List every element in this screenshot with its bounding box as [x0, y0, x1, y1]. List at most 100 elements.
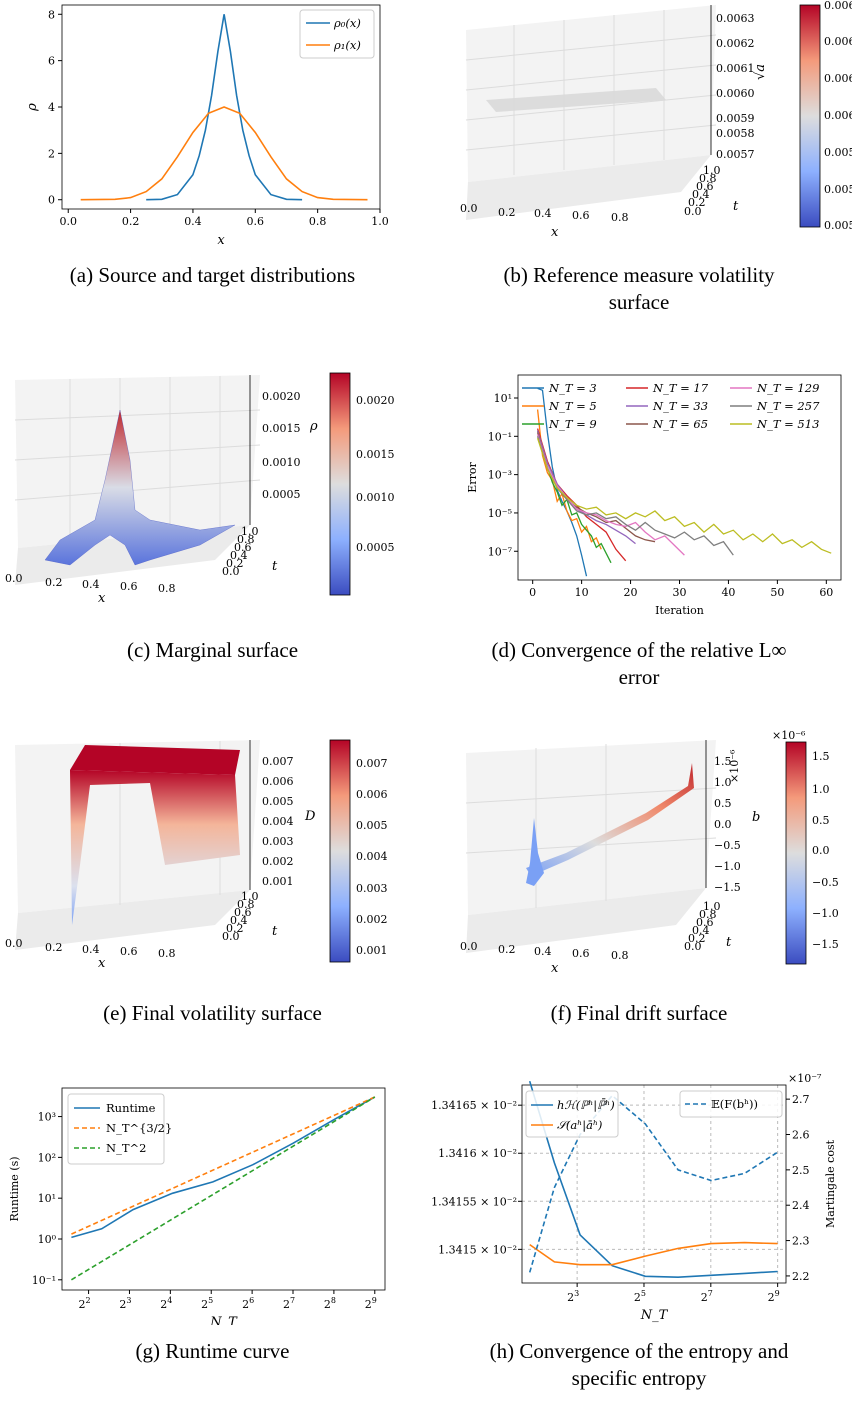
b-ztick: 0.0060: [716, 87, 755, 100]
legend-box: [299, 9, 375, 59]
series-line: [70, 1096, 376, 1281]
e-xtick: 0.0: [5, 937, 23, 950]
e-ytick: 0.0: [222, 930, 240, 943]
c-cbar-tick: 0.0010: [356, 491, 395, 504]
c-xlabel: x: [98, 591, 106, 606]
chart-f-svg: 1.5 1.0 0.5 0.0 −0.5 −1.0 −1.5 0.0 0.2 0…: [460, 729, 839, 976]
left-y-tick-label: 1.34165 × 10⁻²: [431, 1099, 517, 1112]
c-cbar-tick: 0.0020: [356, 394, 395, 407]
b-cbar-tick: 0.0060: [824, 109, 852, 122]
legend-label: N_T = 33: [652, 399, 708, 413]
b-xlabel: x: [551, 225, 559, 240]
e-xtick: 0.6: [120, 945, 138, 958]
y-tick-label: 10³: [38, 1111, 56, 1124]
y-tick-label: 4: [48, 101, 55, 114]
caption-d-line1: (d) Convergence of the relative L∞: [491, 638, 787, 662]
legend-label: N_T = 17: [652, 381, 709, 395]
e-ztick: 0.005: [262, 795, 294, 808]
x-axis-label: N_T: [209, 1315, 238, 1325]
f-ztick: −1.5: [714, 881, 741, 894]
f-xtick: 0.8: [611, 949, 629, 962]
drift-ribbon: [526, 763, 694, 876]
b-xtick: 0.6: [572, 209, 590, 222]
legend-label: N_T = 129: [756, 381, 819, 395]
b-ytick: 0.8: [699, 172, 717, 185]
chart-b-svg: 0.0063 0.0062 0.0061 0.0060 0.0059 0.005…: [460, 0, 852, 240]
e-xtick: 0.2: [45, 941, 63, 954]
b-ytick: 0.2: [688, 196, 706, 209]
e-ztick: 0.007: [262, 755, 294, 768]
e-zlabel: D: [304, 809, 316, 824]
legend-label: N_T = 257: [756, 399, 820, 413]
e-xtick: 0.4: [82, 943, 100, 956]
e-xlabel: x: [98, 956, 106, 971]
legend-label: hℋ(ℙʰ|ℙ̄ʰ): [557, 1098, 615, 1113]
x-tick-label: 24: [160, 1296, 172, 1311]
f-cbar-tick: −0.5: [812, 876, 839, 889]
right-y-tick-label: 2.2: [792, 1270, 810, 1283]
caption-d: (d) Convergence of the relative L∞ error: [426, 637, 852, 691]
legend-box: [679, 1090, 783, 1118]
x-tick-label: 27: [701, 1289, 713, 1304]
series-line: [536, 428, 627, 562]
x-tick-label: 0.8: [309, 215, 327, 228]
c-colorbar: [329, 372, 351, 596]
x-tick-label: 40: [721, 586, 735, 599]
b-ytick: 0.6: [696, 180, 714, 193]
x-tick-label: 0.2: [122, 215, 140, 228]
b-xtick: 0.4: [534, 207, 552, 220]
series-line: [536, 430, 612, 564]
b-ztick: 0.0063: [716, 12, 755, 25]
c-ytick: 1.0: [241, 525, 259, 538]
x-tick-label: 29: [768, 1289, 780, 1304]
chart-g-svg: 22 23 24 25 26 27 28 29 10⁻¹ 10⁰ 10¹ 10² 10³ N_T Runti…: [8, 1087, 386, 1330]
caption-d-line2: error: [618, 665, 660, 689]
f-xtick: 0.2: [498, 943, 516, 956]
e-ztick: 0.002: [262, 855, 294, 868]
b-colorbar: [799, 4, 821, 228]
drift-spike: [526, 818, 544, 886]
volatility-plane: [486, 88, 666, 112]
x-tick-label: 25: [634, 1289, 646, 1304]
y-tick-label: 10⁰: [38, 1233, 57, 1246]
plot-frame: [61, 1087, 386, 1291]
f-zlabel: b: [752, 810, 760, 825]
left-y-tick-label: 1.3415 × 10⁻²: [438, 1243, 517, 1256]
legend-label: ρ₀(x): [333, 16, 361, 30]
legend-label: ρ₁(x): [333, 38, 361, 52]
series-line: [71, 1096, 376, 1239]
y-axis-label: Error: [466, 462, 479, 493]
x-tick-label: 30: [673, 586, 687, 599]
y-tick-label: 10¹: [494, 392, 512, 405]
caption-c: (c) Marginal surface: [126, 638, 299, 662]
y-tick-label: 10⁻⁷: [488, 545, 513, 558]
f-cbar-exp: ×10⁻⁶: [772, 729, 806, 742]
c-cbar-tick: 0.0015: [356, 448, 395, 461]
left-y-tick-label: 1.34155 × 10⁻²: [431, 1195, 517, 1208]
panel-a: 0.0 0.2 0.4 0.6 0.8 1.0 0 2 4 6 8 x ρ ρ₀(x) ρ₁(x): [0, 0, 425, 248]
c-ztick: 0.0005: [262, 488, 301, 501]
caption-g: (g) Runtime curve: [135, 1339, 290, 1363]
x-tick-label: 0.6: [247, 215, 265, 228]
volatility-surface-front: [70, 770, 240, 925]
caption-h: (h) Convergence of the entropy and speci…: [426, 1338, 852, 1392]
panel-f: 1.5 1.0 0.5 0.0 −0.5 −1.0 −1.5 0.0 0.2 0…: [426, 728, 852, 980]
right-axis-exponent: ×10⁻⁷: [788, 1073, 822, 1085]
e-cbar-tick: 0.001: [356, 944, 388, 957]
f-ztick: −0.5: [714, 839, 741, 852]
series-line: [536, 409, 602, 550]
e-cbar-tick: 0.003: [356, 882, 388, 895]
f-ztick: 1.0: [714, 776, 732, 789]
f-xlabel: x: [551, 961, 559, 976]
e-cbar-tick: 0.002: [356, 913, 388, 926]
c-ztick: 0.0010: [262, 456, 301, 469]
e-ytick: 0.2: [226, 922, 244, 935]
x-tick-label: 23: [567, 1289, 579, 1304]
x-tick-label: 0: [529, 586, 536, 599]
y-tick-label: 10⁻¹: [488, 430, 512, 443]
f-xtick: 0.4: [534, 945, 552, 958]
f-ytick: 0.4: [692, 924, 710, 937]
right-y-axis-label: Martingale cost: [824, 1139, 837, 1228]
plot-frame: [521, 1084, 787, 1284]
y-tick-label: 10⁻¹: [32, 1274, 56, 1287]
